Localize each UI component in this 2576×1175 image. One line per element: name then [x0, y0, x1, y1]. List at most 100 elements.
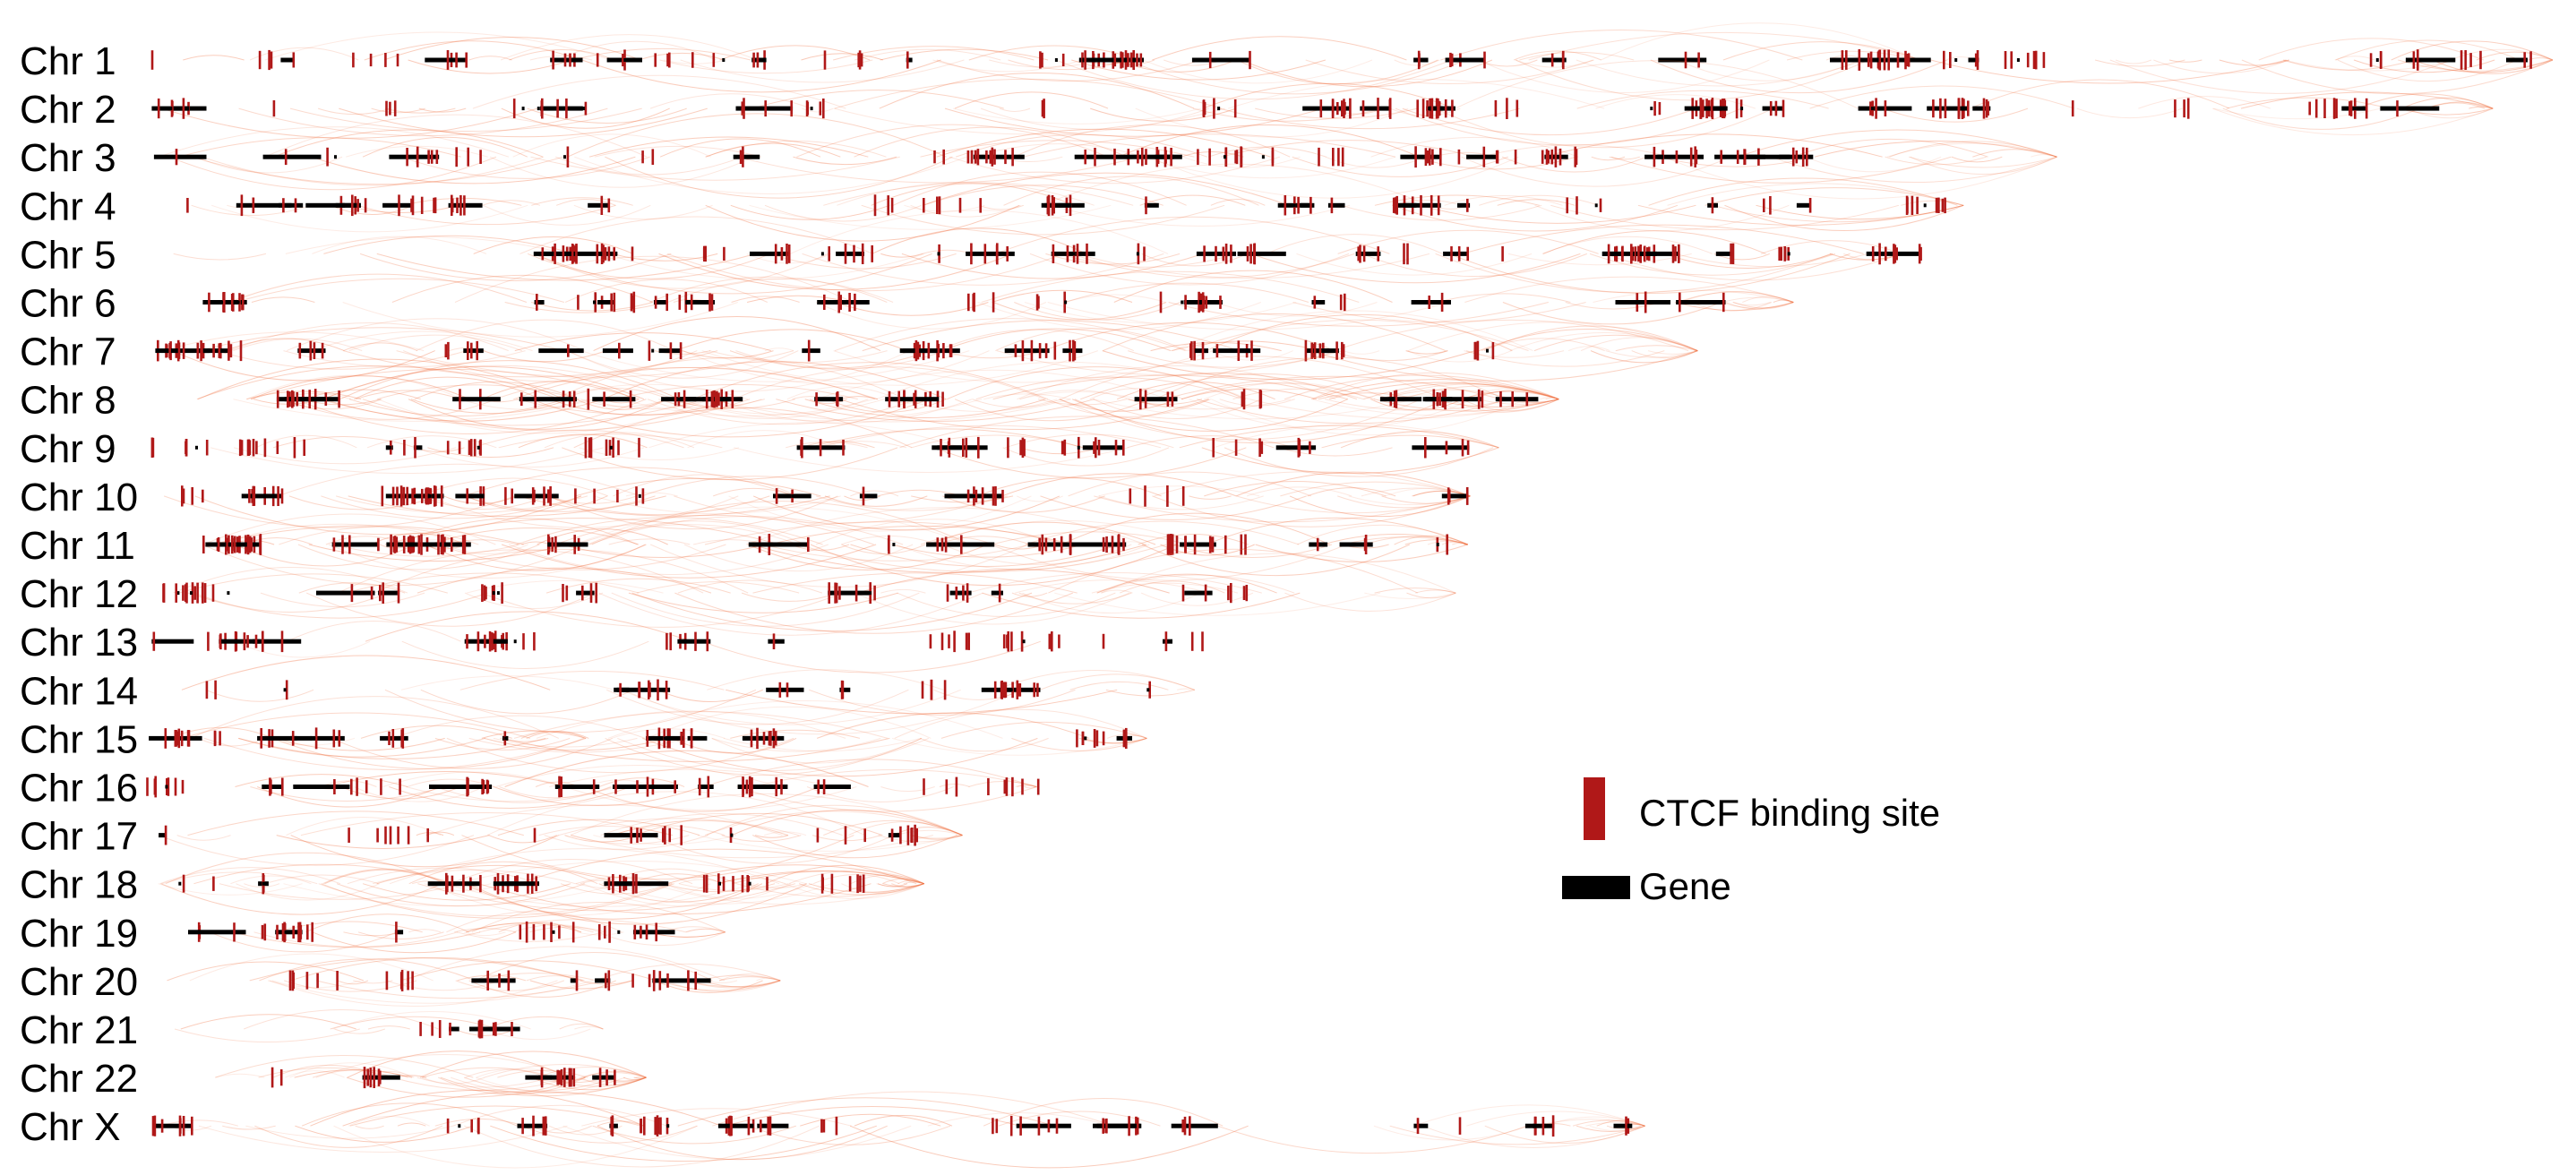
ctcf-site — [1731, 243, 1735, 264]
ctcf-site — [1189, 343, 1192, 358]
gene-feature — [550, 57, 583, 63]
ctcf-site — [780, 778, 783, 795]
loop-arc — [2138, 96, 2271, 109]
loop-arc — [204, 737, 587, 770]
loop-arc — [806, 786, 954, 802]
ctcf-site — [861, 243, 864, 264]
loop-arc — [1461, 390, 1559, 400]
gene-feature — [190, 591, 193, 596]
ctcf-site — [483, 585, 486, 601]
ctcf-site — [1466, 440, 1470, 455]
ctcf-site — [303, 439, 305, 456]
ctcf-site — [995, 244, 999, 263]
loop-arc — [1722, 41, 1921, 61]
gene-feature — [1095, 543, 1099, 546]
loop-arc — [1018, 592, 1132, 605]
ctcf-site — [554, 243, 556, 264]
gene-feature — [165, 785, 168, 789]
ctcf-site — [822, 1119, 826, 1133]
loop-arc — [701, 640, 1041, 673]
loop-arc — [391, 1076, 575, 1091]
loop-arc — [374, 548, 749, 594]
loop-arc — [521, 541, 551, 545]
ctcf-site — [838, 586, 841, 600]
loop-arc — [903, 399, 1058, 412]
loop-arc — [990, 544, 1347, 581]
loop-arc — [1435, 253, 1832, 294]
ctcf-site — [955, 587, 958, 600]
ctcf-site — [1416, 1118, 1420, 1135]
chromosome-row: Chr 6 — [20, 255, 1794, 338]
gene-feature — [1413, 1123, 1429, 1128]
loop-arc — [800, 441, 875, 449]
loop-arc — [1246, 486, 1352, 497]
ctcf-site — [291, 390, 294, 408]
loop-arc — [554, 514, 874, 545]
loop-arc — [876, 361, 1249, 400]
loop-arc — [514, 332, 772, 352]
ctcf-site — [536, 294, 538, 311]
loop-arc — [315, 1054, 577, 1078]
loop-arcs — [214, 1051, 647, 1098]
loop-arc — [1591, 156, 1626, 161]
loop-arc — [286, 318, 585, 352]
ctcf-site — [1193, 340, 1196, 361]
gene-feature — [938, 543, 941, 546]
ctcf-site — [662, 828, 665, 843]
ctcf-site — [1021, 437, 1025, 459]
loop-arc — [468, 883, 808, 925]
loop-arc — [1054, 592, 1381, 616]
ctcf-site — [774, 731, 777, 746]
ctcf-site — [468, 440, 471, 456]
ctcf-site — [614, 1069, 616, 1085]
loop-arc — [761, 544, 1031, 562]
loop-arc — [1593, 289, 1794, 303]
loop-arc — [705, 142, 841, 158]
ctcf-site — [807, 536, 810, 553]
gene-feature — [1163, 639, 1172, 644]
ctcf-site — [217, 536, 220, 552]
loop-arc — [493, 737, 638, 748]
loop-arc — [975, 376, 1243, 400]
loop-arc — [526, 975, 585, 982]
gene-feature — [868, 591, 872, 596]
loop-arc — [226, 338, 345, 352]
ctcf-site — [698, 777, 701, 796]
loop-arc — [937, 329, 1134, 352]
loop-arc — [318, 883, 673, 917]
gene-feature — [996, 591, 1000, 596]
loop-arc — [1461, 399, 1559, 411]
ctcf-site — [691, 52, 694, 68]
ctcf-site — [581, 585, 584, 601]
loop-arc — [1481, 144, 1670, 158]
loop-arc — [685, 928, 726, 933]
ctcf-site — [184, 584, 187, 602]
chromosome-label: Chr 4 — [20, 184, 116, 228]
ctcf-site — [863, 828, 866, 843]
loop-arc — [788, 870, 924, 885]
ctcf-site — [1630, 244, 1633, 264]
loop-arc — [1585, 1121, 1645, 1127]
ctcf-site — [674, 780, 676, 793]
loop-arc — [216, 350, 467, 370]
loop-arc — [818, 425, 1162, 449]
loop-arc — [1576, 1125, 1645, 1132]
loop-arc — [1102, 350, 1475, 381]
loop-arc — [531, 197, 633, 206]
ctcf-site — [998, 583, 1001, 603]
loop-arc — [1135, 107, 1409, 138]
ctcf-site — [844, 244, 847, 264]
gene-feature — [1009, 688, 1013, 692]
loop-arc — [2031, 154, 2057, 158]
ctcf-site — [1237, 340, 1241, 361]
loop-arc — [977, 302, 1261, 330]
loop-arc — [678, 399, 885, 416]
ctcf-site — [2174, 99, 2177, 118]
ctcf-site — [888, 390, 891, 407]
ctcf-site — [181, 485, 184, 507]
loop-arc — [181, 655, 551, 690]
ctcf-site — [1620, 246, 1624, 261]
ctcf-site — [533, 828, 537, 843]
gene-feature — [1077, 445, 1080, 450]
loop-arc — [1389, 1125, 1645, 1145]
